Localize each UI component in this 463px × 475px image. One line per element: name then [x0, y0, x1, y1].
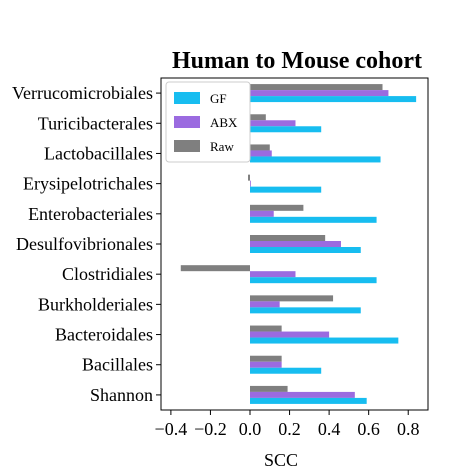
category-label-desulfovibrionales: Desulfovibrionales — [16, 234, 153, 254]
bar-desulfovibrionales-abx — [250, 241, 341, 247]
x-tick-label: −0.2 — [194, 419, 227, 439]
legend-swatch-raw — [174, 140, 200, 152]
bar-clostridiales-raw — [180, 265, 250, 272]
axes-layer — [156, 77, 429, 411]
bar-bacillales-raw — [250, 355, 282, 362]
bar-verrucomicrobiales-gf — [250, 96, 417, 103]
category-label-enterobacteriales: Enterobacteriales — [28, 204, 153, 224]
category-label-lactobacillales: Lactobacillales — [44, 143, 153, 163]
legend-swatch-gf — [174, 92, 200, 104]
bar-bacteroidales-gf — [250, 337, 399, 344]
x-ticks: −0.4 −0.2 0.0 0.2 0.4 0.6 0.8 — [155, 410, 420, 439]
bar-verrucomicrobiales-raw — [250, 84, 383, 91]
bar-enterobacteriales-abx — [250, 210, 274, 217]
x-axis-title: SCC — [264, 450, 298, 470]
x-tick-label: 0.0 — [239, 419, 262, 439]
x-tick-label: 0.2 — [278, 419, 301, 439]
bar-lactobacillales-gf — [250, 156, 381, 163]
bar-lactobacillales-raw — [250, 144, 270, 151]
bar-lactobacillales-abx — [250, 150, 272, 157]
legend-swatch-abx — [174, 116, 200, 128]
bar-bacteroidales-abx — [250, 331, 330, 338]
bar-verrucomicrobiales-abx — [250, 90, 389, 97]
bar-turicibacterales-abx — [250, 120, 296, 127]
bar-erysipelotrichales-abx — [250, 180, 251, 187]
bar-shannon-raw — [250, 385, 288, 392]
bar-bacteroidales-raw — [250, 325, 282, 332]
bar-clostridiales-abx — [250, 271, 296, 278]
bar-shannon-gf — [250, 397, 367, 404]
category-label-burkholderiales: Burkholderiales — [38, 294, 153, 314]
bar-burkholderiales-gf — [250, 307, 361, 314]
category-label-shannon: Shannon — [90, 385, 153, 405]
category-label-verrucomicrobiales: Verrucomicrobiales — [12, 83, 153, 103]
bar-desulfovibrionales-gf — [250, 247, 361, 253]
chart-title: Human to Mouse cohort — [172, 48, 422, 74]
legend: GF ABX Raw — [165, 81, 251, 163]
x-tick-label: 0.8 — [397, 419, 420, 439]
legend-label-gf: GF — [210, 91, 227, 106]
bar-enterobacteriales-raw — [250, 204, 304, 211]
bar-turicibacterales-raw — [250, 114, 266, 121]
x-tick-label: −0.4 — [155, 419, 188, 439]
category-label-turicibacterales: Turicibacterales — [38, 113, 153, 133]
bar-desulfovibrionales-raw — [250, 235, 326, 241]
category-label-bacteroidales: Bacteroidales — [55, 325, 153, 345]
legend-label-raw: Raw — [210, 139, 234, 154]
category-label-clostridiales: Clostridiales — [62, 264, 153, 284]
bar-erysipelotrichales-raw — [248, 174, 250, 181]
bars-layer — [180, 84, 417, 404]
category-label-erysipelotrichales: Erysipelotrichales — [23, 174, 153, 194]
bar-burkholderiales-abx — [250, 301, 280, 308]
x-tick-label: 0.4 — [318, 419, 341, 439]
bar-burkholderiales-raw — [250, 295, 334, 302]
category-labels: Verrucomicrobiales Turicibacterales Lactob… — [12, 83, 153, 405]
bar-shannon-abx — [250, 391, 355, 398]
plot-frame — [160, 77, 429, 411]
bar-erysipelotrichales-gf — [250, 186, 322, 193]
x-tick-label: 0.6 — [357, 419, 380, 439]
bar-bacillales-gf — [250, 367, 322, 374]
bar-turicibacterales-gf — [250, 126, 322, 133]
category-label-bacillales: Bacillales — [82, 355, 153, 375]
legend-label-abx: ABX — [210, 115, 238, 130]
bar-clostridiales-gf — [250, 277, 377, 284]
bar-enterobacteriales-gf — [250, 216, 377, 223]
bar-bacillales-abx — [250, 361, 282, 368]
